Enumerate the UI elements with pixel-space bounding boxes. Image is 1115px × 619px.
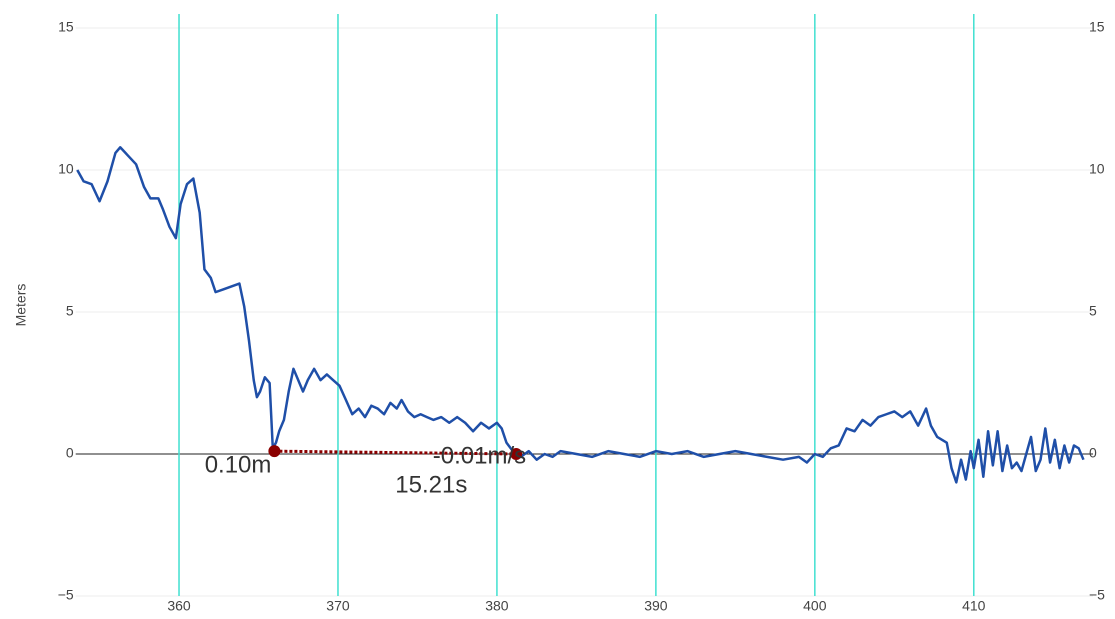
y-tick-label: 0	[66, 445, 74, 461]
y2-tick-label: 5	[1089, 303, 1097, 319]
y-tick-label: 10	[58, 161, 74, 177]
measurement-label: 0.10m	[205, 452, 272, 479]
y-axis-title: Meters	[13, 284, 29, 327]
x-tick-label: 360	[167, 598, 191, 614]
x-tick-label: 380	[485, 598, 509, 614]
y2-tick-label: 15	[1089, 19, 1105, 35]
y2-tick-label: 10	[1089, 161, 1105, 177]
y2-tick-label: −5	[1089, 587, 1105, 603]
y-tick-label: 15	[58, 19, 74, 35]
x-tick-label: 390	[644, 598, 668, 614]
measurement-point	[268, 445, 281, 458]
y2-tick-label: 0	[1089, 445, 1097, 461]
measurement-line	[274, 449, 517, 456]
x-tick-label: 400	[803, 598, 827, 614]
x-tick-label: 410	[962, 598, 986, 614]
y-tick-label: −5	[58, 587, 74, 603]
measurement-label: -0.01m/s	[433, 442, 526, 469]
measurement-label: 15.21s	[395, 472, 467, 499]
measurement-point	[510, 448, 523, 460]
x-tick-label: 370	[326, 598, 350, 614]
y-tick-label: 5	[66, 303, 74, 319]
line-series	[76, 146, 1085, 484]
